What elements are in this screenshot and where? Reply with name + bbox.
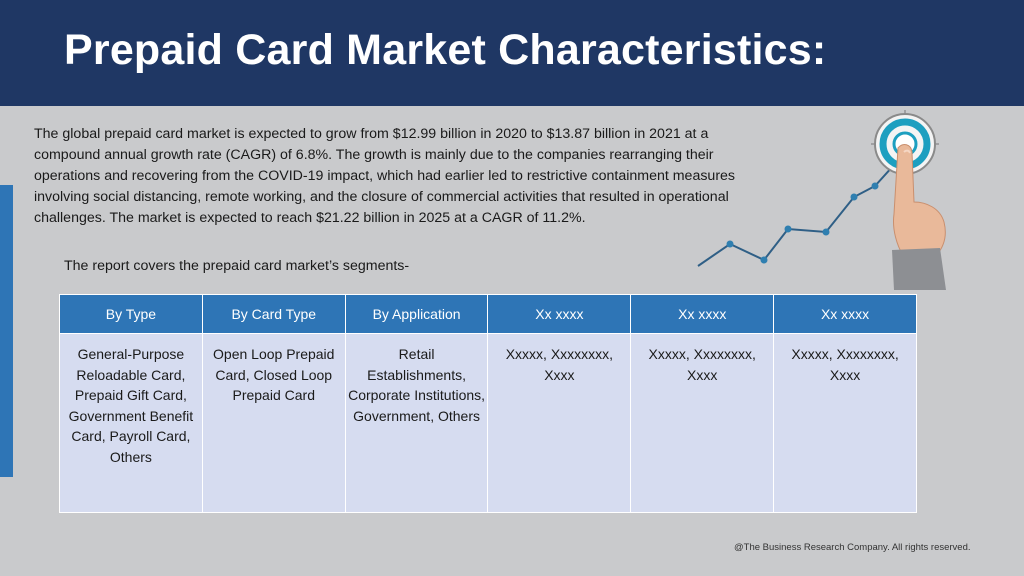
- intro-paragraph: The global prepaid card market is expect…: [34, 126, 736, 226]
- title-band: Prepaid Card Market Characteristics:: [0, 0, 1024, 106]
- table-cell: Xxxxx, Xxxxxxxx, Xxxx: [630, 333, 775, 513]
- segments-table: By Type By Card Type By Application Xx x…: [59, 294, 917, 513]
- table-header-row: By Type By Card Type By Application Xx x…: [59, 294, 917, 334]
- growth-graphic: [697, 110, 946, 290]
- table-cell: Open Loop Prepaid Card, Closed Loop Prep…: [201, 333, 346, 513]
- column-header: By Card Type: [201, 294, 346, 334]
- page-title: Prepaid Card Market Characteristics:: [64, 26, 827, 74]
- column-header: By Application: [344, 294, 489, 334]
- column-header: By Type: [59, 294, 203, 334]
- pointing-hand-icon: [892, 144, 946, 290]
- growth-chart-icon: [697, 155, 903, 267]
- table-cell: Xxxxx, Xxxxxxxx, Xxxx: [487, 333, 632, 513]
- column-header: Xx xxxx: [773, 294, 917, 334]
- column-header: Xx xxxx: [487, 294, 632, 334]
- segments-intro: The report covers the prepaid card marke…: [64, 258, 410, 274]
- table-cell: General-Purpose Reloadable Card, Prepaid…: [59, 333, 203, 513]
- table-cell: Xxxxx, Xxxxxxxx, Xxxx: [773, 333, 917, 513]
- accent-bar: [0, 185, 13, 477]
- copyright-footer: @The Business Research Company. All righ…: [734, 542, 971, 553]
- table-row: General-Purpose Reloadable Card, Prepaid…: [59, 333, 917, 513]
- table-cell: Retail Establishments, Corporate Institu…: [344, 333, 489, 513]
- column-header: Xx xxxx: [630, 294, 775, 334]
